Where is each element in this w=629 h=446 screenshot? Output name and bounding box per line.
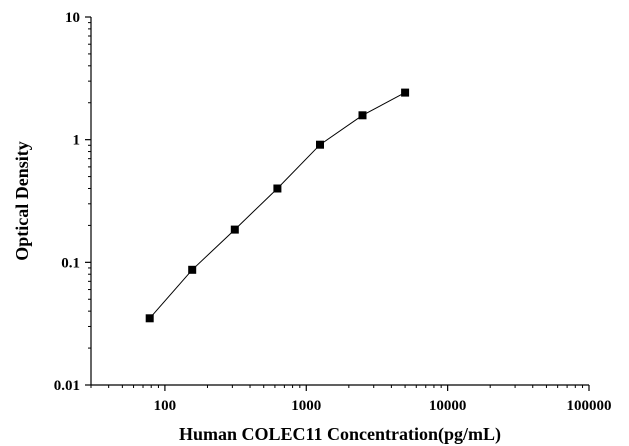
- fit-line: [149, 92, 406, 319]
- x-tick-label: 100000: [567, 398, 612, 414]
- data-points: [145, 88, 410, 323]
- y-tick-label: 10: [65, 10, 80, 26]
- data-point: [401, 88, 410, 97]
- data-point: [145, 314, 154, 323]
- x-tick-label: 10000: [429, 398, 467, 414]
- fit-curve: [149, 92, 406, 319]
- data-point: [230, 225, 239, 234]
- y-tick-label: 0.01: [54, 378, 80, 394]
- x-axis-title: Human COLEC11 Concentration(pg/mL): [179, 424, 501, 445]
- plot-area: 100 1000 10000 100000 0.01 0.1 1 10: [54, 10, 612, 414]
- y-tick-label: 0.1: [61, 255, 80, 271]
- data-point: [188, 265, 197, 274]
- x-axis-ticks: 100 1000 10000 100000: [90, 385, 612, 414]
- data-point: [316, 140, 324, 149]
- x-tick-label: 100: [154, 398, 177, 414]
- data-point: [358, 111, 367, 120]
- data-point: [273, 184, 282, 193]
- x-tick-label: 1000: [291, 398, 321, 414]
- y-tick-label: 1: [73, 133, 81, 149]
- y-axis-ticks: 0.01 0.1 1 10: [54, 10, 91, 394]
- y-axis-title: Optical Density: [12, 141, 32, 261]
